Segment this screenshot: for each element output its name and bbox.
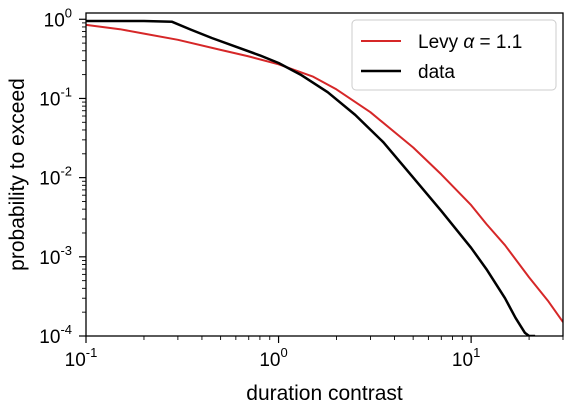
y-tick-label: 100 bbox=[44, 5, 72, 31]
x-tick-label: 100 bbox=[259, 345, 287, 371]
x-tick-label: 10-1 bbox=[65, 345, 98, 371]
legend-box bbox=[351, 19, 557, 91]
x-tick-label: 101 bbox=[452, 345, 480, 371]
y-tick-label: 10-4 bbox=[39, 322, 72, 348]
legend-label-levy: Levy α = 1.1 bbox=[418, 32, 522, 53]
y-axis-label: probability to exceed bbox=[6, 78, 29, 271]
legend-levy-suffix: = 1.1 bbox=[474, 32, 522, 53]
y-tick-label: 10-3 bbox=[39, 243, 72, 269]
legend-levy-prefix: Levy bbox=[418, 32, 463, 53]
x-axis-label: duration contrast bbox=[246, 382, 403, 405]
y-tick-label: 10-2 bbox=[39, 164, 72, 190]
ticks-layer: 10-1 100 101 100 10-1 10-2 10-3 10-4 bbox=[39, 5, 564, 371]
plot-frame bbox=[85, 12, 564, 337]
y-tick-label: 10-1 bbox=[39, 84, 72, 110]
series-levy-line bbox=[86, 23, 563, 323]
series-layer bbox=[86, 19, 563, 336]
legend: Levy α = 1.1 data bbox=[351, 19, 557, 91]
series-data-line bbox=[86, 19, 536, 336]
legend-levy-alpha: α bbox=[463, 32, 475, 53]
legend-label-data: data bbox=[418, 62, 455, 83]
